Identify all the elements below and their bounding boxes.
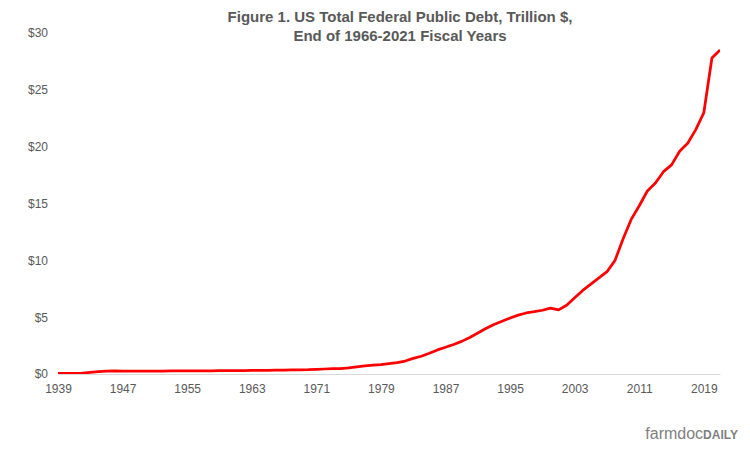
y-axis: $0 $5 $10 $15 $20 $25 $30	[28, 26, 59, 381]
x-tick-label: 2011	[627, 382, 653, 396]
y-tick: $0	[35, 367, 58, 381]
y-tick: $30	[28, 26, 58, 40]
x-tick: 1939	[45, 374, 72, 396]
x-axis-line	[59, 374, 721, 375]
x-tick-label: 1963	[239, 382, 266, 396]
x-tick: 1979	[368, 374, 395, 396]
x-tick: 1963	[239, 374, 266, 396]
x-tick: 1955	[174, 374, 201, 396]
chart: Figure 1. US Total Federal Public Debt, …	[0, 0, 750, 451]
x-tick-label: 1947	[110, 382, 137, 396]
x-tick-label: 1987	[433, 382, 460, 396]
x-tick: 1971	[303, 374, 330, 396]
plot-area	[58, 50, 720, 373]
background	[0, 0, 750, 451]
y-tick-label: $20	[28, 140, 48, 154]
x-tick: 2011	[627, 374, 653, 396]
x-tick-label: 1971	[303, 382, 330, 396]
brand: farmdocDAILY	[645, 425, 738, 442]
y-tick: $10	[28, 254, 58, 268]
y-tick-label: $0	[35, 367, 49, 381]
x-tick-label: 1979	[368, 382, 395, 396]
x-tick-label: 2019	[691, 382, 718, 396]
x-tick: 1987	[433, 374, 460, 396]
y-tick: $5	[35, 311, 58, 325]
y-tick: $15	[28, 197, 58, 211]
y-tick-label: $25	[28, 83, 48, 97]
x-tick-label: 1939	[45, 382, 72, 396]
debt-line	[58, 50, 720, 373]
x-tick-label: 1995	[497, 382, 524, 396]
brand-part: farmdoc	[645, 425, 703, 442]
y-tick-label: $30	[28, 26, 48, 40]
x-axis: 1939 1947 1955 1963 1971 1979 1987 1995 2003 2011…	[45, 374, 720, 396]
y-tick: $20	[28, 140, 58, 154]
brand-part: DAILY	[703, 428, 738, 442]
subtitle: End of 1966-2021 Fiscal Years	[293, 27, 506, 44]
x-tick-label: 2003	[562, 382, 589, 396]
x-tick: 1995	[497, 374, 524, 396]
y-tick: $25	[28, 83, 58, 97]
x-tick: 1947	[110, 374, 137, 396]
x-tick-label: 1955	[174, 382, 201, 396]
x-tick: 2003	[562, 374, 589, 396]
y-tick-label: $5	[35, 311, 49, 325]
y-tick-label: $15	[28, 197, 48, 211]
x-tick: 2019	[691, 374, 718, 396]
y-axis-line	[58, 34, 59, 375]
title: Figure 1. US Total Federal Public Debt, …	[228, 8, 573, 25]
y-tick-label: $10	[28, 254, 48, 268]
